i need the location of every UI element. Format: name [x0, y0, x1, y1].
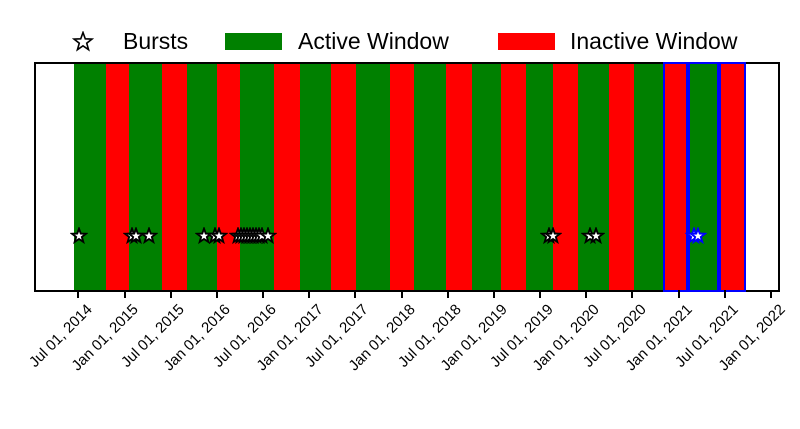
x-tick — [77, 290, 80, 298]
active-window-band — [413, 64, 446, 290]
inactive-window-swatch — [498, 33, 555, 50]
inactive-window-band — [105, 64, 130, 290]
inactive-window-band — [445, 64, 472, 290]
inactive-window-band — [331, 64, 357, 290]
x-tick — [585, 290, 588, 298]
x-tick — [354, 290, 357, 298]
active-window-band — [577, 64, 610, 290]
active-window-band — [186, 64, 217, 290]
burst-marker — [542, 225, 563, 245]
active-window-band — [526, 64, 553, 290]
active-window-band — [240, 64, 274, 290]
legend-label-active: Active Window — [298, 28, 449, 54]
inactive-window-band — [719, 62, 746, 292]
x-tick — [169, 290, 172, 298]
legend-label-inactive: Inactive Window — [570, 28, 738, 54]
inactive-window-band — [662, 62, 688, 292]
active-window-swatch — [225, 33, 282, 50]
x-tick — [724, 290, 727, 298]
active-window-band — [471, 64, 502, 290]
inactive-window-band — [390, 64, 414, 290]
burst-marker-highlighted — [688, 225, 708, 245]
active-window-band — [634, 64, 663, 290]
active-window-band — [129, 64, 163, 290]
burst-star-icon — [71, 30, 95, 53]
x-axis: Jul 01, 2014 Jan 01, 2015 Jul 01, 2015 Jan … — [26, 290, 788, 429]
x-tick — [400, 290, 403, 298]
burst-marker — [208, 225, 229, 245]
x-tick — [215, 290, 218, 298]
legend: Bursts Active Window Inactive Window — [0, 0, 800, 60]
burst-marker — [258, 225, 278, 245]
inactive-window-band — [552, 64, 578, 290]
inactive-window-band — [501, 64, 527, 290]
active-window-band — [299, 64, 332, 290]
burst-marker — [139, 225, 159, 245]
x-tick — [308, 290, 311, 298]
burst-marker — [69, 225, 89, 245]
x-tick — [261, 290, 264, 298]
inactive-window-band — [162, 64, 187, 290]
active-window-band — [74, 64, 106, 290]
inactive-window-band — [273, 64, 300, 290]
legend-label-bursts: Bursts — [123, 28, 189, 54]
windows-and-bursts-layer — [36, 62, 778, 292]
x-tick — [770, 290, 773, 298]
x-tick — [538, 290, 541, 298]
active-window-band — [687, 62, 720, 292]
x-tick — [446, 290, 449, 298]
inactive-window-band — [216, 64, 241, 290]
x-tick — [677, 290, 680, 298]
inactive-window-band — [609, 64, 635, 290]
x-tick — [631, 290, 634, 298]
x-tick — [123, 290, 126, 298]
plot-area — [34, 62, 780, 292]
active-window-band — [356, 64, 391, 290]
burst-marker — [586, 225, 606, 245]
x-tick — [492, 290, 495, 298]
